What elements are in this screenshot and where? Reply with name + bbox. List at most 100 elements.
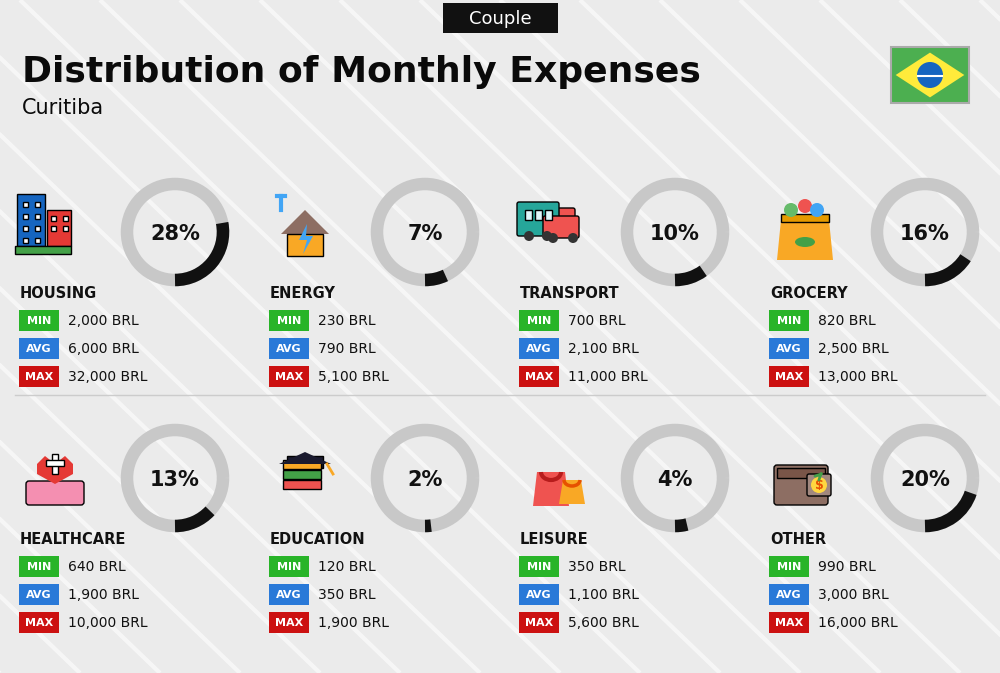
- FancyBboxPatch shape: [51, 226, 56, 231]
- Text: AVG: AVG: [276, 344, 302, 354]
- Circle shape: [798, 199, 812, 213]
- Text: 4%: 4%: [657, 470, 693, 490]
- FancyBboxPatch shape: [269, 310, 309, 331]
- Text: MAX: MAX: [275, 372, 303, 382]
- Text: MAX: MAX: [525, 618, 553, 628]
- Text: 350 BRL: 350 BRL: [568, 560, 626, 574]
- FancyBboxPatch shape: [283, 460, 321, 469]
- Polygon shape: [37, 456, 73, 484]
- FancyBboxPatch shape: [283, 480, 321, 489]
- FancyBboxPatch shape: [781, 214, 829, 222]
- FancyBboxPatch shape: [269, 556, 309, 577]
- Text: 2,500 BRL: 2,500 BRL: [818, 342, 889, 356]
- FancyBboxPatch shape: [19, 338, 59, 359]
- Text: MAX: MAX: [525, 372, 553, 382]
- Text: 350 BRL: 350 BRL: [318, 588, 376, 602]
- FancyBboxPatch shape: [807, 474, 831, 496]
- FancyBboxPatch shape: [519, 366, 559, 387]
- FancyBboxPatch shape: [35, 202, 40, 207]
- FancyBboxPatch shape: [23, 226, 28, 231]
- Text: 2%: 2%: [407, 470, 443, 490]
- FancyBboxPatch shape: [519, 310, 559, 331]
- Circle shape: [810, 203, 824, 217]
- Text: 16%: 16%: [900, 224, 950, 244]
- Text: 1,900 BRL: 1,900 BRL: [68, 588, 139, 602]
- Text: Curitiba: Curitiba: [22, 98, 104, 118]
- FancyBboxPatch shape: [19, 310, 59, 331]
- Text: 820 BRL: 820 BRL: [818, 314, 876, 328]
- Text: 1,900 BRL: 1,900 BRL: [318, 616, 389, 630]
- Text: AVG: AVG: [26, 590, 52, 600]
- Text: 5,600 BRL: 5,600 BRL: [568, 616, 639, 630]
- Text: AVG: AVG: [526, 590, 552, 600]
- FancyBboxPatch shape: [63, 226, 68, 231]
- Circle shape: [917, 62, 943, 88]
- FancyBboxPatch shape: [23, 214, 28, 219]
- Text: 2,100 BRL: 2,100 BRL: [568, 342, 639, 356]
- FancyBboxPatch shape: [769, 366, 809, 387]
- Text: 7%: 7%: [407, 224, 443, 244]
- Text: 990 BRL: 990 BRL: [818, 560, 876, 574]
- FancyBboxPatch shape: [549, 208, 575, 222]
- FancyBboxPatch shape: [15, 246, 71, 254]
- Text: HEALTHCARE: HEALTHCARE: [20, 532, 126, 548]
- FancyBboxPatch shape: [269, 338, 309, 359]
- Text: MIN: MIN: [777, 562, 801, 572]
- FancyBboxPatch shape: [52, 454, 58, 474]
- Text: MAX: MAX: [275, 618, 303, 628]
- Text: MAX: MAX: [25, 618, 53, 628]
- Polygon shape: [896, 52, 964, 98]
- FancyBboxPatch shape: [46, 460, 64, 466]
- Text: 700 BRL: 700 BRL: [568, 314, 626, 328]
- Text: TRANSPORT: TRANSPORT: [520, 287, 620, 302]
- Text: MAX: MAX: [25, 372, 53, 382]
- Text: MIN: MIN: [527, 316, 551, 326]
- Text: $: $: [815, 479, 823, 493]
- Circle shape: [548, 233, 558, 243]
- Text: 11,000 BRL: 11,000 BRL: [568, 370, 648, 384]
- Text: 28%: 28%: [150, 224, 200, 244]
- Polygon shape: [281, 210, 329, 234]
- Text: 16,000 BRL: 16,000 BRL: [818, 616, 898, 630]
- Text: MAX: MAX: [775, 372, 803, 382]
- FancyBboxPatch shape: [269, 612, 309, 633]
- FancyBboxPatch shape: [269, 584, 309, 605]
- FancyBboxPatch shape: [51, 216, 56, 221]
- Text: HOUSING: HOUSING: [20, 287, 97, 302]
- FancyBboxPatch shape: [287, 456, 323, 468]
- FancyBboxPatch shape: [519, 338, 559, 359]
- FancyBboxPatch shape: [47, 210, 71, 246]
- Text: 20%: 20%: [900, 470, 950, 490]
- Text: 32,000 BRL: 32,000 BRL: [68, 370, 148, 384]
- FancyBboxPatch shape: [443, 3, 558, 33]
- FancyBboxPatch shape: [35, 238, 40, 243]
- Text: MIN: MIN: [27, 316, 51, 326]
- FancyBboxPatch shape: [769, 612, 809, 633]
- FancyBboxPatch shape: [19, 366, 59, 387]
- FancyBboxPatch shape: [287, 234, 323, 256]
- Circle shape: [524, 231, 534, 241]
- Polygon shape: [777, 220, 833, 260]
- Text: MIN: MIN: [277, 562, 301, 572]
- Text: AVG: AVG: [526, 344, 552, 354]
- Text: 3,000 BRL: 3,000 BRL: [818, 588, 889, 602]
- Text: AVG: AVG: [26, 344, 52, 354]
- Text: ENERGY: ENERGY: [270, 287, 336, 302]
- FancyBboxPatch shape: [769, 584, 809, 605]
- Text: AVG: AVG: [776, 344, 802, 354]
- FancyBboxPatch shape: [26, 481, 84, 505]
- Polygon shape: [279, 452, 331, 464]
- Text: 13,000 BRL: 13,000 BRL: [818, 370, 898, 384]
- FancyBboxPatch shape: [35, 214, 40, 219]
- Text: 120 BRL: 120 BRL: [318, 560, 376, 574]
- FancyBboxPatch shape: [17, 194, 45, 246]
- FancyBboxPatch shape: [23, 238, 28, 243]
- Text: 1,100 BRL: 1,100 BRL: [568, 588, 639, 602]
- Text: LEISURE: LEISURE: [520, 532, 589, 548]
- FancyBboxPatch shape: [519, 612, 559, 633]
- FancyBboxPatch shape: [769, 338, 809, 359]
- FancyBboxPatch shape: [545, 210, 552, 220]
- FancyBboxPatch shape: [283, 470, 321, 479]
- FancyBboxPatch shape: [63, 216, 68, 221]
- Text: Couple: Couple: [469, 10, 531, 28]
